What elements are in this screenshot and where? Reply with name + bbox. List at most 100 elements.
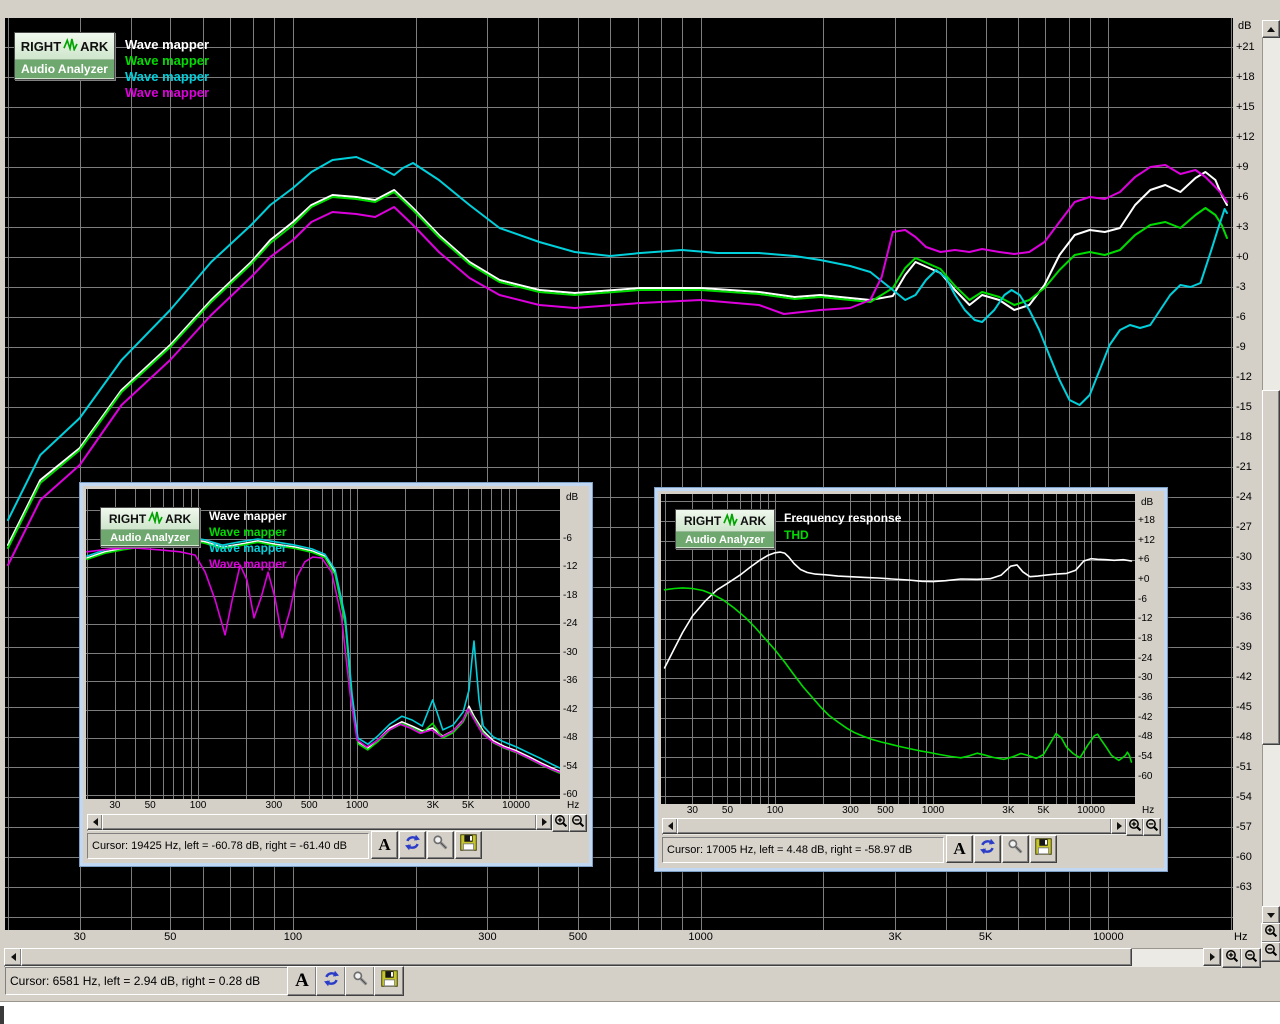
triangle-down-icon	[1267, 912, 1275, 918]
logo-subtitle: Audio Analyzer	[110, 531, 190, 544]
x-tick-label: 1000	[921, 805, 945, 816]
curve-0	[663, 551, 1133, 669]
triangle-right-icon	[1209, 953, 1215, 961]
save-button[interactable]	[374, 966, 404, 996]
horizontal-scrollbar[interactable]	[87, 814, 552, 831]
font-button[interactable]: A	[946, 835, 973, 863]
zoom-out-icon	[1264, 943, 1278, 962]
scroll-right-button[interactable]	[536, 814, 552, 830]
x-tick-label: 100	[189, 800, 207, 811]
scroll-up-button[interactable]	[1262, 20, 1280, 38]
scroll-right-button[interactable]	[1203, 948, 1221, 966]
logo-text-right: RIGHT	[20, 38, 62, 54]
scrollbar-thumb[interactable]	[1262, 390, 1280, 745]
horizontal-zoom-in-button[interactable]	[1222, 948, 1242, 968]
scroll-left-button[interactable]	[87, 814, 103, 830]
inset-left-y-axis: dB -6 -12 -18 -24 -30 -36 -42 -48 -54 -60	[560, 489, 586, 799]
scroll-right-button[interactable]	[1111, 818, 1127, 834]
scroll-left-button[interactable]	[662, 818, 678, 834]
x-tick-label: 300	[478, 931, 497, 943]
x-axis-unit-label: Hz	[567, 800, 580, 811]
scrollbar-thumb[interactable]	[21, 948, 1132, 966]
font-button[interactable]: A	[371, 831, 398, 859]
rmaa-main-window: RIGHT ARK Audio Analyzer Wave mapper Wav…	[0, 0, 1280, 1002]
legend-item: Wave mapper	[125, 85, 210, 100]
y-tick-label: -24	[1138, 652, 1153, 664]
y-tick-label: -48	[563, 732, 578, 743]
legend-item: Wave mapper	[209, 509, 287, 523]
triangle-right-icon	[541, 818, 547, 826]
save-button[interactable]	[1030, 835, 1057, 863]
horizontal-scrollbar[interactable]	[662, 818, 1127, 835]
zoom-in-button[interactable]	[552, 814, 570, 832]
refresh-button[interactable]	[316, 966, 346, 996]
vertical-zoom-out-button[interactable]	[1261, 942, 1280, 962]
inset-left-x-axis: Hz 30 50 100 300 500 1000 3K 5K 10000	[86, 799, 586, 814]
x-tick-label: 100	[283, 931, 303, 943]
magnifier-button[interactable]	[427, 831, 454, 859]
legend-item: Frequency response	[784, 511, 902, 525]
y-tick-label: -24	[1236, 491, 1252, 503]
y-tick-label: +6	[1138, 554, 1150, 566]
y-tick-label: +21	[1236, 41, 1255, 53]
floppy-disk-icon	[1035, 838, 1052, 860]
y-tick-label: -12	[563, 561, 578, 572]
inset-right-y-axis: dB +18 +12 +6 +0 -6 -12 -18 -24 -30 -36 -42 -48 -54 -…	[1135, 494, 1161, 804]
y-tick-label: +3	[1236, 221, 1249, 233]
curve-3	[86, 547, 560, 774]
x-tick-label: 300	[842, 805, 859, 816]
horizontal-scrollbar[interactable]	[4, 948, 1221, 967]
logo-text-ark: ARK	[165, 511, 192, 526]
cursor-text: Cursor: 19425 Hz, left = -60.78 dB, righ…	[92, 840, 347, 852]
legend-item: Wave mapper	[125, 69, 210, 84]
magnifier-button[interactable]	[345, 966, 375, 996]
refresh-button[interactable]	[974, 835, 1001, 863]
magnifier-button[interactable]	[1002, 835, 1029, 863]
x-tick-label: 30	[73, 931, 86, 943]
scrollbar-thumb[interactable]	[677, 818, 1112, 834]
cursor-text: Cursor: 6581 Hz, left = 2.94 dB, right =…	[10, 974, 261, 988]
x-tick-label: 50	[721, 805, 734, 816]
grid	[86, 489, 560, 799]
y-tick-label: +0	[1138, 574, 1150, 585]
refresh-button[interactable]	[399, 831, 426, 859]
magnifier-icon	[432, 834, 449, 856]
curve-3	[7, 164, 1228, 566]
y-tick-label: -27	[1236, 521, 1252, 533]
logo-text-ark: ARK	[80, 38, 109, 54]
x-tick-label: 5K	[1037, 805, 1050, 816]
logo-text-ark: ARK	[740, 513, 767, 528]
font-button[interactable]: A	[287, 966, 317, 996]
y-tick-label: -54	[1236, 791, 1252, 803]
vertical-scrollbar[interactable]	[1262, 20, 1280, 924]
scroll-down-button[interactable]	[1262, 906, 1280, 924]
y-tick-label: -21	[1236, 461, 1252, 473]
y-tick-label: -36	[1236, 611, 1252, 623]
scrollbar-thumb[interactable]	[102, 814, 537, 830]
save-button[interactable]	[455, 831, 482, 859]
y-axis-unit-label: dB	[1238, 20, 1252, 32]
scroll-left-button[interactable]	[4, 948, 22, 966]
y-tick-label: -18	[1138, 633, 1153, 645]
y-tick-label: -42	[563, 703, 578, 715]
x-tick-label: 10000	[1093, 931, 1124, 943]
zoom-out-button[interactable]	[569, 814, 587, 832]
x-tick-label: 10000	[502, 800, 530, 811]
curve-0	[7, 171, 1228, 546]
x-tick-label: 3K	[1002, 805, 1015, 816]
y-tick-label: -48	[1236, 731, 1252, 743]
y-tick-label: -51	[1236, 761, 1252, 773]
y-tick-label: +0	[1236, 251, 1249, 263]
zoom-in-button[interactable]	[1126, 818, 1144, 836]
vertical-zoom-in-button[interactable]	[1261, 923, 1280, 943]
zoom-out-icon	[1244, 949, 1258, 968]
x-tick-label: 3K	[426, 800, 439, 811]
zoom-out-button[interactable]	[1143, 818, 1161, 836]
main-y-axis: dB +21 +18 +15 +12 +9 +6 +3 +0 -3 -6 -9 -12 -15 -18 -2…	[1233, 18, 1262, 930]
waveform-icon	[148, 510, 163, 527]
y-tick-label: -6	[563, 532, 572, 544]
horizontal-zoom-out-button[interactable]	[1241, 948, 1261, 968]
background-window-edge	[0, 1006, 4, 1024]
zoom-in-icon	[1225, 949, 1239, 968]
y-tick-label: -36	[563, 675, 578, 686]
